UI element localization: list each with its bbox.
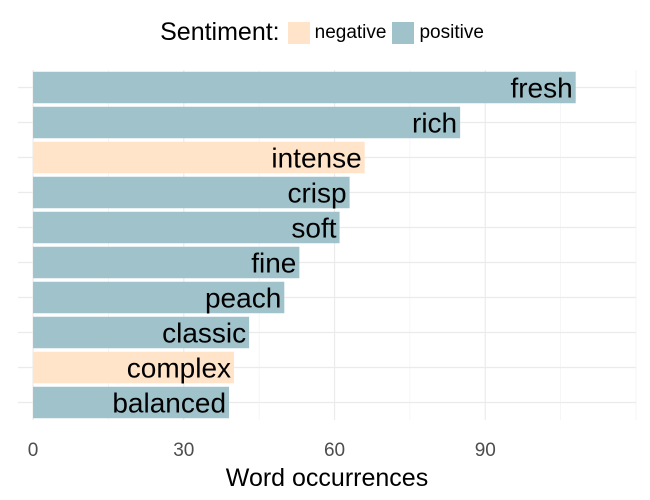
bar-label-peach: peach (205, 283, 281, 314)
bar-fresh (33, 71, 576, 104)
bar-label-fresh: fresh (510, 73, 572, 104)
x-tick-label: 90 (475, 440, 496, 461)
bar-classic (33, 316, 250, 349)
legend-title: Sentiment: (160, 18, 280, 46)
bar-label-classic: classic (162, 318, 246, 349)
bar-label-fine: fine (251, 248, 296, 279)
bar-label-intense: intense (271, 143, 361, 174)
legend-swatch-negative (287, 21, 310, 44)
bar-complex (33, 351, 235, 384)
x-tick-label: 60 (324, 440, 345, 461)
bar-peach (33, 281, 285, 314)
legend-label-positive: positive (419, 21, 484, 43)
x-axis-title: Word occurrences (226, 464, 428, 492)
legend-swatch-positive (392, 21, 415, 44)
bar-label-rich: rich (412, 108, 457, 139)
bar-crisp (33, 176, 350, 209)
bar-intense (33, 141, 365, 174)
legend-item-negative: negative (287, 21, 387, 44)
bar-label-crisp: crisp (287, 178, 346, 209)
bar-labels: fresh rich intense crisp soft fine peach classi… (112, 73, 572, 419)
legend-label-negative: negative (314, 21, 387, 43)
bar-soft (33, 211, 340, 244)
bar-rich (33, 106, 461, 139)
bar-balanced (33, 386, 230, 419)
legend: Sentiment: negative positive (0, 18, 650, 47)
bar-label-complex: complex (127, 353, 231, 384)
bar-fine (33, 246, 300, 279)
bar-label-soft: soft (291, 213, 336, 244)
bar-label-balanced: balanced (112, 388, 226, 419)
legend-item-positive: positive (392, 21, 484, 44)
x-tick-label: 0 (28, 440, 39, 461)
x-axis-ticks: 0 30 60 90 (28, 440, 496, 461)
x-tick-label: 30 (173, 440, 194, 461)
bars (33, 71, 576, 419)
